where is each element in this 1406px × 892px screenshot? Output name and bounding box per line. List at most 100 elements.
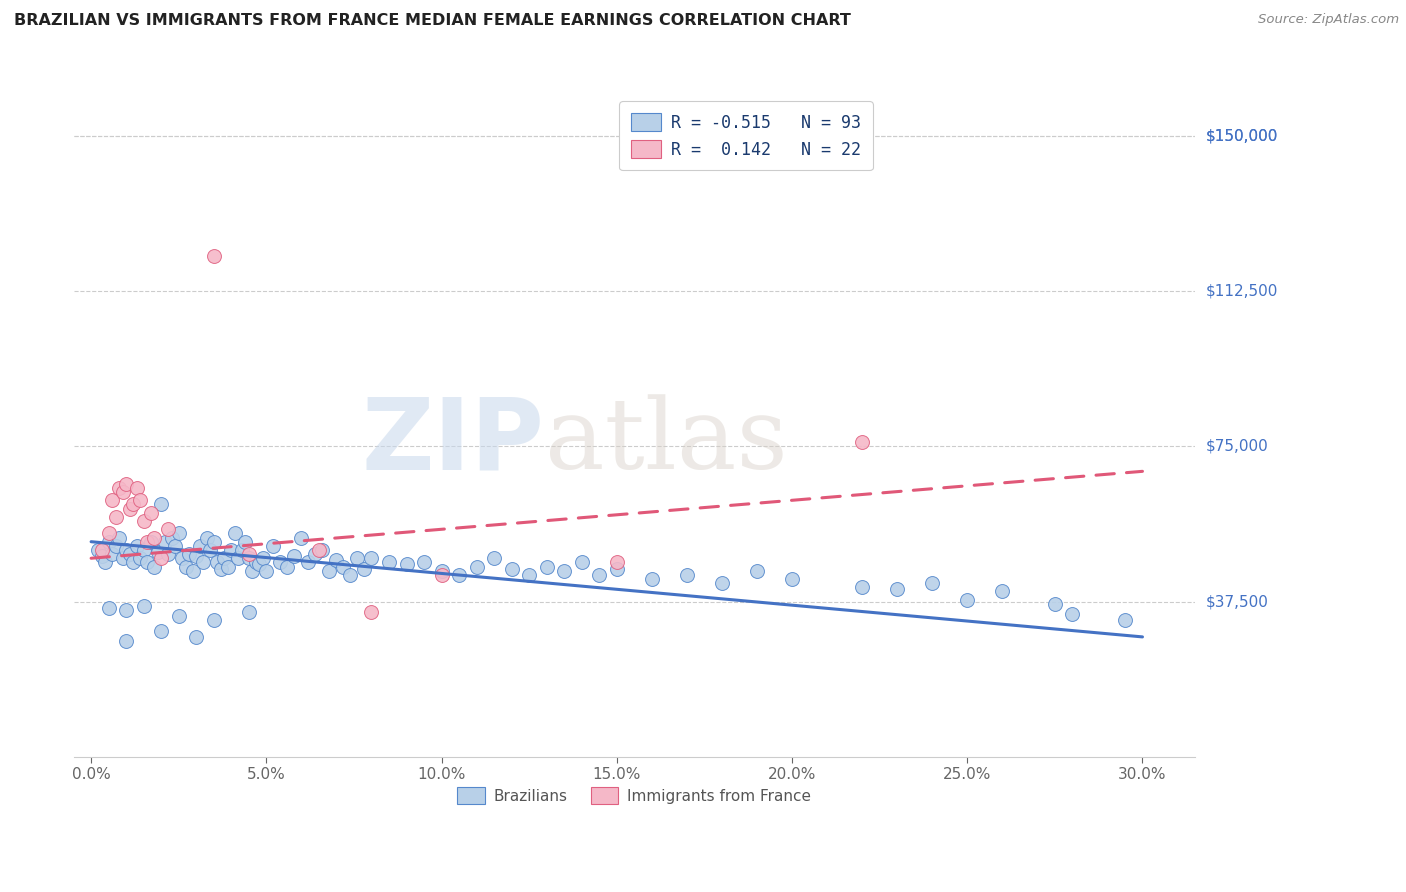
Point [132, 514, 155, 528]
Point [240, 564, 263, 578]
Point [139, 506, 162, 520]
Point [118, 547, 141, 561]
Point [153, 534, 176, 549]
Point [353, 561, 375, 575]
Point [122, 498, 145, 512]
Point [104, 509, 127, 524]
Point [851, 580, 873, 594]
Point [202, 534, 225, 549]
Text: $150,000: $150,000 [1206, 128, 1278, 144]
Point [118, 501, 141, 516]
Point [378, 555, 401, 569]
Point [101, 493, 124, 508]
Point [221, 543, 243, 558]
Point [262, 539, 284, 553]
Point [90, 549, 112, 564]
Point [339, 567, 361, 582]
Point [146, 545, 169, 559]
Point [193, 555, 215, 569]
Point [1062, 607, 1084, 621]
Point [482, 551, 505, 566]
Point [606, 561, 628, 575]
Point [150, 498, 173, 512]
Point [501, 561, 523, 575]
Point [174, 559, 197, 574]
Point [780, 572, 803, 586]
Point [186, 549, 208, 564]
Point [588, 567, 610, 582]
Point [430, 567, 453, 582]
Point [188, 539, 211, 553]
Point [886, 582, 908, 597]
Point [108, 531, 131, 545]
Point [449, 567, 471, 582]
Point [186, 630, 208, 644]
Point [641, 572, 664, 586]
Point [231, 543, 253, 558]
Point [167, 526, 190, 541]
Point [430, 564, 453, 578]
Point [97, 526, 120, 541]
Point [606, 555, 628, 569]
Point [1043, 597, 1066, 611]
Point [325, 553, 347, 567]
Point [465, 559, 488, 574]
Point [111, 551, 134, 566]
Point [209, 561, 232, 575]
Point [571, 555, 593, 569]
Point [202, 249, 225, 263]
Point [710, 576, 733, 591]
Point [745, 564, 768, 578]
Point [129, 551, 152, 566]
Point [200, 543, 222, 558]
Point [413, 555, 436, 569]
Text: atlas: atlas [544, 394, 787, 490]
Point [195, 531, 218, 545]
Point [1114, 613, 1136, 627]
Point [104, 539, 127, 553]
Point [108, 481, 131, 495]
Point [157, 547, 180, 561]
Point [517, 567, 540, 582]
Point [101, 547, 124, 561]
Point [97, 601, 120, 615]
Text: $37,500: $37,500 [1206, 594, 1270, 609]
Point [238, 547, 260, 561]
Point [172, 551, 194, 566]
Point [160, 531, 183, 545]
Point [115, 476, 138, 491]
Point [224, 526, 246, 541]
Point [167, 609, 190, 624]
Point [115, 634, 138, 648]
Text: BRAZILIAN VS IMMIGRANTS FROM FRANCE MEDIAN FEMALE EARNINGS CORRELATION CHART: BRAZILIAN VS IMMIGRANTS FROM FRANCE MEDI… [14, 13, 851, 29]
Point [90, 543, 112, 558]
Point [252, 551, 274, 566]
Point [214, 551, 236, 566]
Point [233, 534, 256, 549]
Point [676, 567, 699, 582]
Point [360, 551, 382, 566]
Point [254, 564, 277, 578]
Text: $112,500: $112,500 [1206, 284, 1278, 299]
Point [276, 559, 298, 574]
Point [318, 564, 340, 578]
Point [181, 564, 204, 578]
Point [308, 543, 330, 558]
Legend: Brazilians, Immigrants from France: Brazilians, Immigrants from France [449, 778, 821, 813]
Point [87, 543, 110, 558]
Point [217, 559, 239, 574]
Point [851, 435, 873, 450]
Point [332, 559, 354, 574]
Point [245, 555, 267, 569]
Point [991, 584, 1014, 599]
Point [111, 485, 134, 500]
Point [179, 547, 201, 561]
Point [207, 555, 229, 569]
Point [129, 493, 152, 508]
Point [115, 603, 138, 617]
Point [150, 624, 173, 638]
Point [238, 551, 260, 566]
Text: $150,000: $150,000 [1206, 128, 1278, 144]
Point [136, 534, 159, 549]
Text: $75,000: $75,000 [1206, 439, 1268, 454]
